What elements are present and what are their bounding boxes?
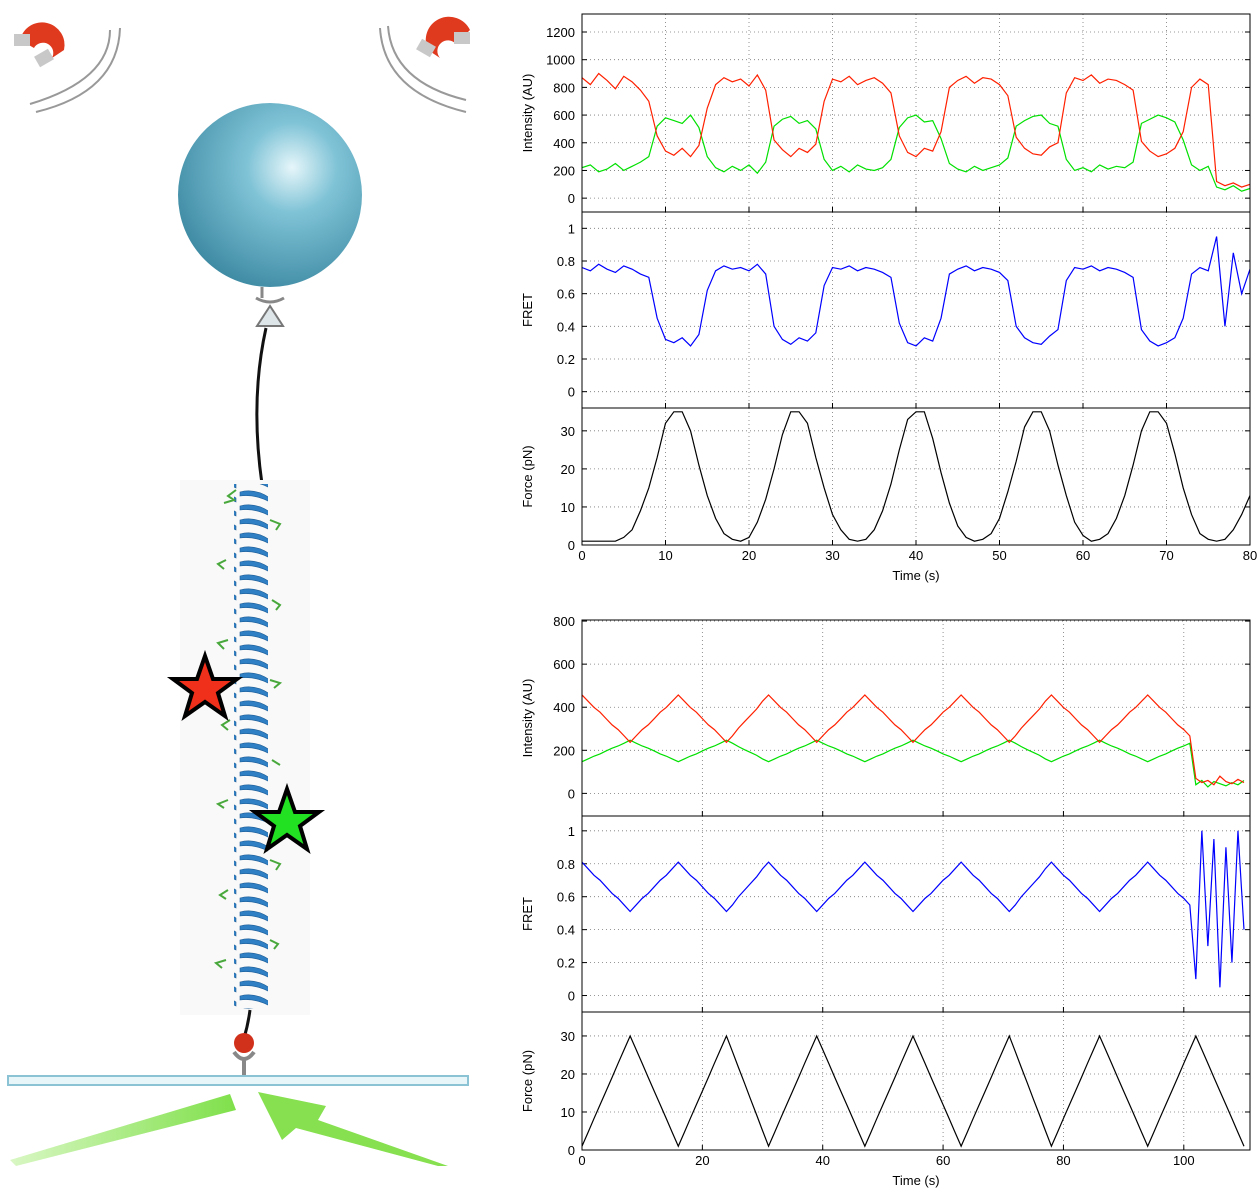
y-tick-label: 0.4: [557, 319, 575, 334]
y-tick-label: 0: [568, 989, 575, 1004]
tether: [257, 328, 266, 484]
x-tick-label: 70: [1159, 548, 1173, 563]
x-tick-label: 100: [1173, 1153, 1195, 1168]
y-tick-label: 400: [553, 700, 575, 715]
y-tick-label: 0: [568, 538, 575, 553]
plot-frame: [582, 1012, 1250, 1150]
data-line: [582, 831, 1244, 987]
x-tick-label: 10: [658, 548, 672, 563]
y-tick-label: 1: [568, 824, 575, 839]
y-tick-label: 10: [561, 500, 575, 515]
y-tick-label: 400: [553, 136, 575, 151]
y-axis-label: FRET: [520, 897, 535, 931]
data-line: [582, 740, 1244, 787]
x-tick-label: 20: [742, 548, 756, 563]
y-tick-label: 20: [561, 1067, 575, 1082]
y-axis-label: Force (pN): [520, 445, 535, 507]
y-tick-label: 200: [553, 163, 575, 178]
x-tick-label: 0: [578, 548, 585, 563]
x-tick-label: 80: [1243, 548, 1257, 563]
x-tick-label: 30: [825, 548, 839, 563]
x-tick-label: 60: [1076, 548, 1090, 563]
figure: 020040060080010001200Intensity (AU)00.20…: [0, 0, 1260, 1191]
x-tick-label: 40: [909, 548, 923, 563]
y-tick-label: 1: [568, 221, 575, 236]
laser-left: [10, 1094, 236, 1166]
data-line: [582, 1036, 1244, 1146]
y-tick-label: 800: [553, 614, 575, 629]
y-tick-label: 0.8: [557, 254, 575, 269]
y-tick-label: 20: [561, 462, 575, 477]
y-tick-label: 600: [553, 657, 575, 672]
surface: [8, 1076, 468, 1085]
y-axis-label: Intensity (AU): [520, 679, 535, 758]
y-tick-label: 0: [568, 786, 575, 801]
y-axis-label: FRET: [520, 293, 535, 327]
y-tick-label: 600: [553, 108, 575, 123]
linker: [257, 306, 283, 326]
plot-frame: [582, 212, 1250, 408]
magnet-left: [14, 22, 120, 112]
y-tick-label: 10: [561, 1105, 575, 1120]
helix: [234, 484, 268, 1009]
x-tick-label: 20: [695, 1153, 709, 1168]
illustration: [8, 17, 470, 1166]
y-axis-label: Force (pN): [520, 1050, 535, 1112]
y-tick-label: 0.4: [557, 923, 575, 938]
y-tick-label: 1200: [546, 25, 575, 40]
y-axis-label: Intensity (AU): [520, 74, 535, 153]
laser-right: [258, 1092, 448, 1166]
y-tick-label: 0: [568, 191, 575, 206]
y-tick-label: 0: [568, 1143, 575, 1158]
y-tick-label: 0.2: [557, 956, 575, 971]
y-tick-label: 800: [553, 80, 575, 95]
magnet-right: [380, 17, 470, 112]
x-tick-label: 80: [1056, 1153, 1070, 1168]
y-tick-label: 0.6: [557, 890, 575, 905]
plot-frame: [582, 816, 1250, 1012]
x-axis-label: Time (s): [892, 568, 939, 583]
y-tick-label: 200: [553, 743, 575, 758]
x-tick-label: 0: [578, 1153, 585, 1168]
x-tick-label: 60: [936, 1153, 950, 1168]
y-tick-label: 1000: [546, 53, 575, 68]
y-tick-label: 0.8: [557, 857, 575, 872]
plot-frame: [582, 620, 1250, 816]
bead: [178, 103, 362, 287]
x-tick-label: 50: [992, 548, 1006, 563]
y-tick-label: 0.6: [557, 287, 575, 302]
y-tick-label: 0.2: [557, 352, 575, 367]
x-axis-label: Time (s): [892, 1173, 939, 1188]
y-tick-label: 30: [561, 1029, 575, 1044]
x-tick-label: 40: [815, 1153, 829, 1168]
y-tick-label: 0: [568, 385, 575, 400]
y-tick-label: 30: [561, 424, 575, 439]
